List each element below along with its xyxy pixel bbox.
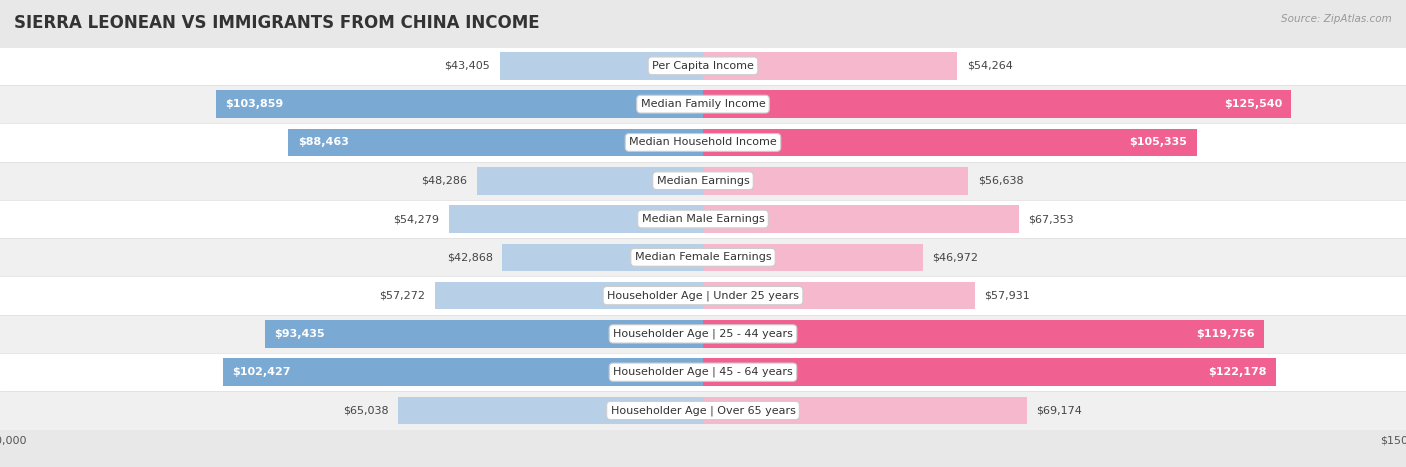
Text: SIERRA LEONEAN VS IMMIGRANTS FROM CHINA INCOME: SIERRA LEONEAN VS IMMIGRANTS FROM CHINA …: [14, 14, 540, 32]
Bar: [0, 47, 1406, 85]
Text: $102,427: $102,427: [232, 367, 291, 377]
Text: Median Male Earnings: Median Male Earnings: [641, 214, 765, 224]
Bar: [703, 396, 1028, 425]
Text: $125,540: $125,540: [1223, 99, 1282, 109]
Bar: [703, 282, 974, 310]
Text: $54,279: $54,279: [394, 214, 439, 224]
Bar: [398, 396, 703, 425]
Bar: [703, 205, 1019, 233]
Text: Median Family Income: Median Family Income: [641, 99, 765, 109]
Bar: [0, 162, 1406, 200]
Text: Householder Age | 25 - 44 years: Householder Age | 25 - 44 years: [613, 329, 793, 339]
Bar: [703, 243, 924, 271]
Text: $67,353: $67,353: [1028, 214, 1074, 224]
Bar: [0, 391, 1406, 430]
Text: $43,405: $43,405: [444, 61, 491, 71]
Bar: [434, 282, 703, 310]
Text: $54,264: $54,264: [967, 61, 1012, 71]
Text: Median Earnings: Median Earnings: [657, 176, 749, 186]
Text: Per Capita Income: Per Capita Income: [652, 61, 754, 71]
Bar: [703, 52, 957, 80]
Bar: [0, 276, 1406, 315]
Bar: [0, 353, 1406, 391]
Bar: [224, 358, 703, 386]
Bar: [0, 123, 1406, 162]
Bar: [288, 128, 703, 156]
Text: $88,463: $88,463: [298, 137, 349, 148]
Text: $103,859: $103,859: [225, 99, 284, 109]
Bar: [0, 238, 1406, 276]
Text: Median Household Income: Median Household Income: [628, 137, 778, 148]
Text: $56,638: $56,638: [977, 176, 1024, 186]
Text: $42,868: $42,868: [447, 252, 492, 262]
Text: Householder Age | Under 25 years: Householder Age | Under 25 years: [607, 290, 799, 301]
Text: $65,038: $65,038: [343, 405, 389, 416]
Text: $122,178: $122,178: [1208, 367, 1267, 377]
Bar: [502, 243, 703, 271]
Text: Householder Age | 45 - 64 years: Householder Age | 45 - 64 years: [613, 367, 793, 377]
Bar: [477, 167, 703, 195]
Text: $105,335: $105,335: [1129, 137, 1187, 148]
Text: Source: ZipAtlas.com: Source: ZipAtlas.com: [1281, 14, 1392, 24]
Bar: [0, 315, 1406, 353]
Bar: [0, 200, 1406, 238]
Text: $57,931: $57,931: [984, 290, 1029, 301]
Bar: [266, 320, 703, 348]
Text: $48,286: $48,286: [422, 176, 467, 186]
Bar: [703, 358, 1275, 386]
Text: $57,272: $57,272: [380, 290, 425, 301]
Text: $93,435: $93,435: [274, 329, 325, 339]
Bar: [703, 90, 1291, 118]
Bar: [499, 52, 703, 80]
Text: Householder Age | Over 65 years: Householder Age | Over 65 years: [610, 405, 796, 416]
Bar: [0, 85, 1406, 123]
Bar: [703, 167, 969, 195]
Bar: [703, 320, 1264, 348]
Bar: [217, 90, 703, 118]
Text: Median Female Earnings: Median Female Earnings: [634, 252, 772, 262]
Bar: [449, 205, 703, 233]
Text: $69,174: $69,174: [1036, 405, 1083, 416]
Text: $46,972: $46,972: [932, 252, 979, 262]
Bar: [703, 128, 1197, 156]
Text: $119,756: $119,756: [1197, 329, 1256, 339]
